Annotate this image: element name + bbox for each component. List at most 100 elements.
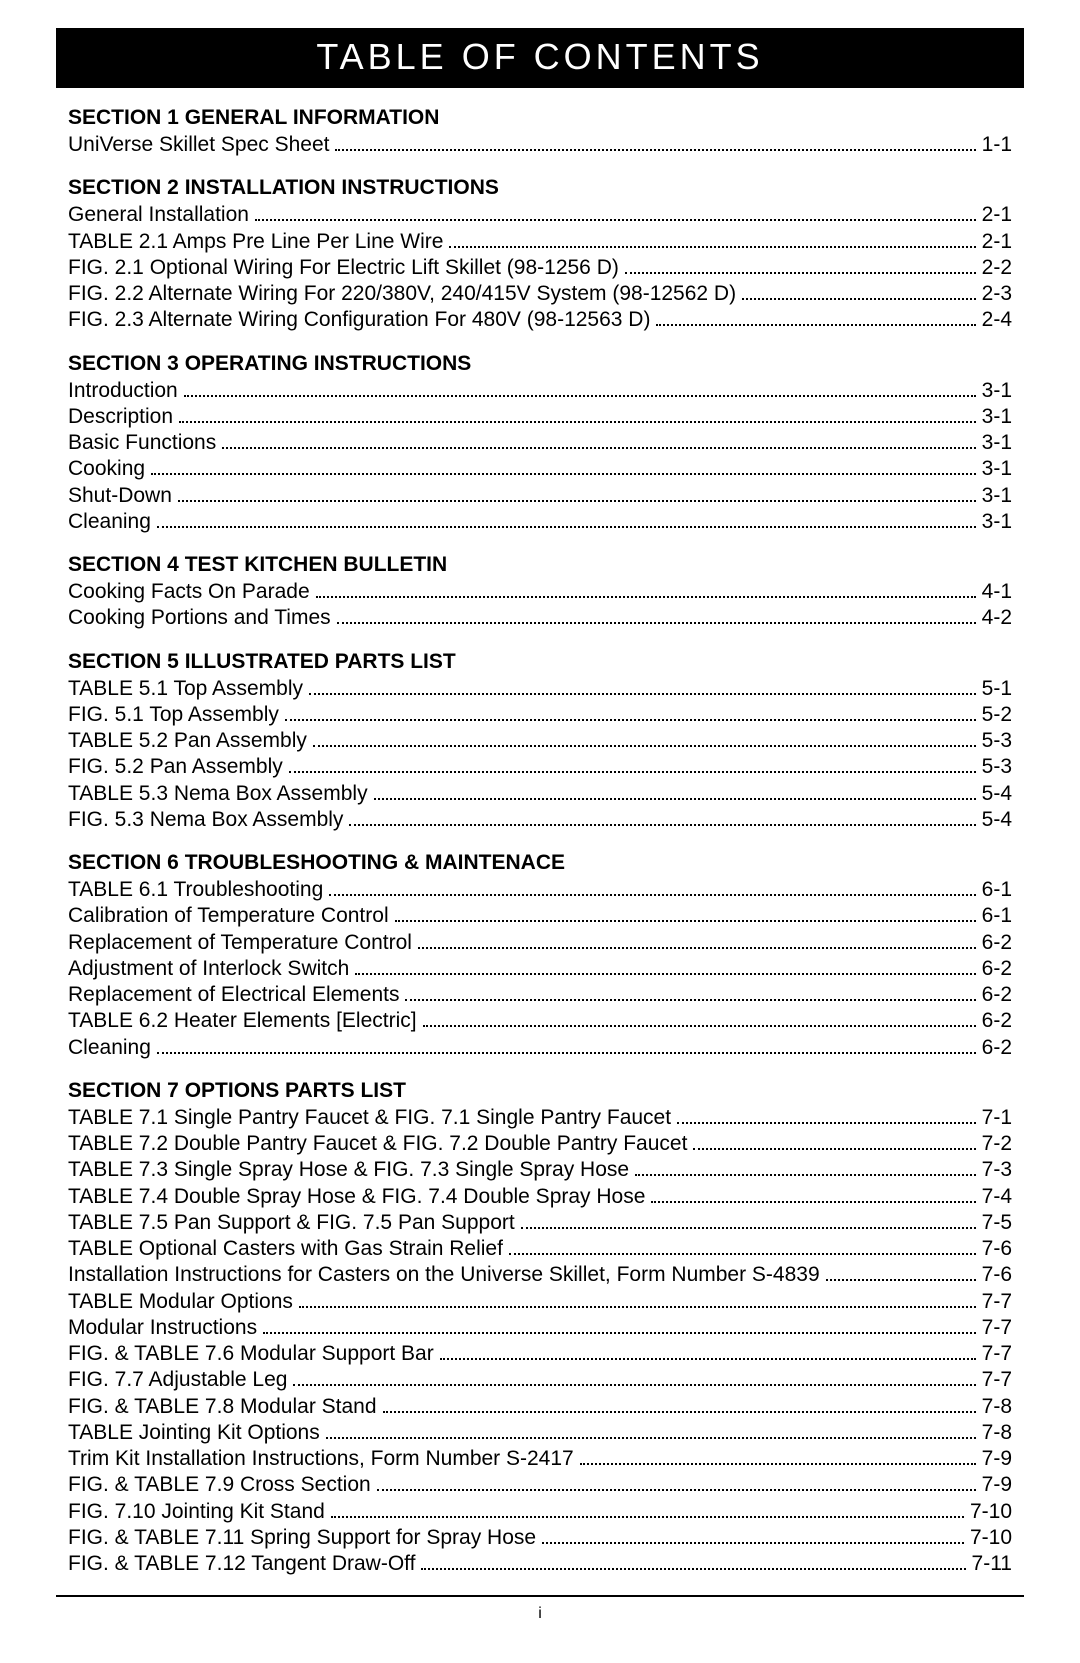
- toc-entry-page: 7-6: [978, 1262, 1012, 1288]
- toc-entry-page: 7-8: [978, 1420, 1012, 1446]
- section-title: SECTION 3 OPERATING INSTRUCTIONS: [68, 352, 1012, 376]
- toc-entry-label: Trim Kit Installation Instructions, Form…: [68, 1446, 578, 1472]
- toc-entry-label: Cooking: [68, 456, 149, 482]
- toc-dot-leader: [157, 526, 976, 528]
- toc-entry-page: 1-1: [978, 132, 1012, 158]
- toc-dot-leader: [331, 1516, 964, 1518]
- toc-entry-page: 4-2: [978, 605, 1012, 631]
- toc-entry-page: 3-1: [978, 483, 1012, 509]
- section-title: SECTION 4 TEST KITCHEN BULLETIN: [68, 553, 1012, 577]
- toc-entry-label: FIG. 7.10 Jointing Kit Stand: [68, 1499, 329, 1525]
- toc-dot-leader: [449, 246, 975, 248]
- toc-row: FIG. & TABLE 7.8 Modular Stand7-8: [68, 1394, 1012, 1420]
- toc-row: Modular Instructions7-7: [68, 1315, 1012, 1341]
- toc-entry-label: Installation Instructions for Casters on…: [68, 1262, 824, 1288]
- toc-row: TABLE 7.3 Single Spray Hose & FIG. 7.3 S…: [68, 1157, 1012, 1183]
- toc-entry-label: FIG. & TABLE 7.8 Modular Stand: [68, 1394, 381, 1420]
- toc-entry-page: 3-1: [978, 509, 1012, 535]
- toc-entry-label: TABLE 7.5 Pan Support & FIG. 7.5 Pan Sup…: [68, 1210, 519, 1236]
- toc-entry-page: 2-2: [978, 255, 1012, 281]
- toc-dot-leader: [293, 1384, 975, 1386]
- toc-dot-leader: [635, 1174, 976, 1176]
- toc-dot-leader: [255, 219, 976, 221]
- toc-entry-label: Introduction: [68, 378, 182, 404]
- toc-entry-page: 6-2: [978, 930, 1012, 956]
- toc-row: FIG. 7.7 Adjustable Leg7-7: [68, 1367, 1012, 1393]
- bottom-rule: [56, 1595, 1024, 1597]
- toc-entry-page: 2-1: [978, 229, 1012, 255]
- toc-row: Cleaning 3-1: [68, 509, 1012, 535]
- toc-entry-label: Cooking Portions and Times: [68, 605, 335, 631]
- toc-entry-page: 4-1: [978, 579, 1012, 605]
- section-title: SECTION 2 INSTALLATION INSTRUCTIONS: [68, 176, 1012, 200]
- toc-dot-leader: [299, 1306, 976, 1308]
- toc-dot-leader: [355, 973, 975, 975]
- toc-dot-leader: [418, 947, 976, 949]
- toc-dot-leader: [395, 920, 976, 922]
- toc-entry-label: Cooking Facts On Parade: [68, 579, 314, 605]
- toc-row: FIG. & TABLE 7.9 Cross Section 7-9: [68, 1472, 1012, 1498]
- toc-row: FIG. & TABLE 7.6 Modular Support Bar 7-7: [68, 1341, 1012, 1367]
- table-of-contents: SECTION 1 GENERAL INFORMATIONUniVerse Sk…: [56, 106, 1024, 1577]
- toc-dot-leader: [289, 771, 976, 773]
- toc-entry-page: 7-1: [978, 1105, 1012, 1131]
- toc-entry-page: 3-1: [978, 404, 1012, 430]
- toc-entry-label: TABLE 2.1 Amps Pre Line Per Line Wire: [68, 229, 447, 255]
- toc-dot-leader: [178, 500, 976, 502]
- toc-entry-page: 3-1: [978, 430, 1012, 456]
- toc-dot-leader: [222, 447, 975, 449]
- toc-entry-label: TABLE 5.3 Nema Box Assembly: [68, 781, 372, 807]
- toc-row: Cooking 3-1: [68, 456, 1012, 482]
- toc-entry-page: 7-7: [978, 1289, 1012, 1315]
- toc-entry-label: Calibration of Temperature Control: [68, 903, 393, 929]
- toc-row: TABLE 5.1 Top Assembly5-1: [68, 676, 1012, 702]
- toc-row: TABLE Jointing Kit Options7-8: [68, 1420, 1012, 1446]
- toc-dot-leader: [509, 1253, 976, 1255]
- toc-entry-page: 7-4: [978, 1184, 1012, 1210]
- toc-entry-label: Cleaning: [68, 1035, 155, 1061]
- toc-row: FIG. & TABLE 7.12 Tangent Draw-Off7-11: [68, 1551, 1012, 1577]
- toc-row: FIG. 2.1 Optional Wiring For Electric Li…: [68, 255, 1012, 281]
- toc-entry-label: FIG. 2.2 Alternate Wiring For 220/380V, …: [68, 281, 740, 307]
- toc-row: UniVerse Skillet Spec Sheet 1-1: [68, 132, 1012, 158]
- toc-entry-label: FIG. & TABLE 7.9 Cross Section: [68, 1472, 375, 1498]
- toc-row: Cleaning6-2: [68, 1035, 1012, 1061]
- toc-dot-leader: [580, 1463, 976, 1465]
- toc-row: Introduction3-1: [68, 378, 1012, 404]
- toc-entry-page: 2-1: [978, 202, 1012, 228]
- toc-entry-label: Adjustment of Interlock Switch: [68, 956, 353, 982]
- toc-entry-page: 7-6: [978, 1236, 1012, 1262]
- toc-entry-page: 6-1: [978, 877, 1012, 903]
- toc-row: Calibration of Temperature Control6-1: [68, 903, 1012, 929]
- toc-dot-leader: [656, 324, 975, 326]
- toc-entry-label: Replacement of Temperature Control: [68, 930, 416, 956]
- toc-row: TABLE 2.1 Amps Pre Line Per Line Wire 2-1: [68, 229, 1012, 255]
- toc-entry-page: 6-2: [978, 982, 1012, 1008]
- toc-entry-page: 3-1: [978, 456, 1012, 482]
- toc-entry-label: FIG. 5.1 Top Assembly: [68, 702, 283, 728]
- toc-row: Description3-1: [68, 404, 1012, 430]
- toc-entry-label: FIG. & TABLE 7.6 Modular Support Bar: [68, 1341, 438, 1367]
- toc-row: FIG. & TABLE 7.11 Spring Support for Spr…: [68, 1525, 1012, 1551]
- toc-dot-leader: [651, 1201, 975, 1203]
- toc-entry-label: UniVerse Skillet Spec Sheet: [68, 132, 333, 158]
- toc-entry-label: FIG. 5.3 Nema Box Assembly: [68, 807, 347, 833]
- toc-entry-label: TABLE Modular Options: [68, 1289, 297, 1315]
- toc-dot-leader: [349, 824, 975, 826]
- toc-row: Installation Instructions for Casters on…: [68, 1262, 1012, 1288]
- toc-row: TABLE 7.2 Double Pantry Faucet & FIG. 7.…: [68, 1131, 1012, 1157]
- section-title: SECTION 7 OPTIONS PARTS LIST: [68, 1079, 1012, 1103]
- toc-entry-label: Cleaning: [68, 509, 155, 535]
- toc-entry-page: 7-9: [978, 1472, 1012, 1498]
- toc-dot-leader: [742, 298, 976, 300]
- toc-dot-leader: [374, 798, 976, 800]
- toc-dot-leader: [337, 622, 976, 624]
- toc-entry-page: 7-7: [978, 1341, 1012, 1367]
- toc-entry-label: TABLE 6.2 Heater Elements [Electric]: [68, 1008, 421, 1034]
- toc-entry-label: FIG. & TABLE 7.11 Spring Support for Spr…: [68, 1525, 540, 1551]
- toc-row: Trim Kit Installation Instructions, Form…: [68, 1446, 1012, 1472]
- toc-dot-leader: [316, 596, 976, 598]
- toc-row: Cooking Portions and Times 4-2: [68, 605, 1012, 631]
- toc-row: FIG. 7.10 Jointing Kit Stand7-10: [68, 1499, 1012, 1525]
- toc-dot-leader: [423, 1025, 976, 1027]
